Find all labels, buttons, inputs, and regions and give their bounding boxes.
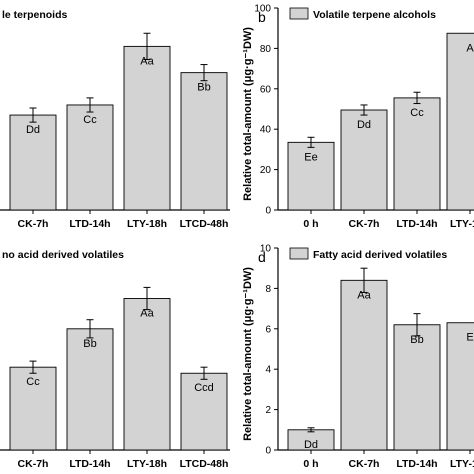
bar — [340, 279, 388, 451]
significance-label: Dd — [357, 119, 371, 131]
y-tick-label: 2 — [265, 405, 271, 416]
significance-label: Dd — [304, 439, 318, 451]
y-tick-label: 40 — [260, 125, 272, 136]
bar — [66, 328, 114, 451]
legend-label: le terpenoids — [2, 9, 68, 21]
bar — [446, 32, 474, 211]
significance-label: Cc — [410, 107, 424, 119]
bar — [287, 141, 335, 211]
y-tick-label: 8 — [265, 284, 271, 295]
y-tick-label: 6 — [265, 324, 271, 335]
significance-label: Bb — [83, 338, 96, 350]
x-tick-label: LTD-14h — [69, 458, 110, 470]
y-tick-label: 80 — [260, 44, 272, 55]
significance-label: Dd — [26, 124, 40, 136]
bar — [9, 366, 57, 451]
panel-label: b — [258, 9, 266, 25]
legend-label: Volatile terpene alcohols — [313, 9, 436, 21]
significance-label: A — [466, 42, 474, 54]
significance-label: Bb — [410, 334, 423, 346]
x-tick-label: 0 h — [303, 458, 318, 470]
y-tick-label: 0 — [265, 206, 271, 217]
significance-label: Ee — [304, 151, 317, 163]
y-tick-label: 4 — [265, 365, 271, 376]
x-tick-label: 0 h — [303, 218, 318, 230]
x-tick-label: CK-7h — [349, 218, 380, 230]
legend-swatch — [289, 7, 309, 20]
legend-label: no acid derived volatiles — [2, 249, 124, 261]
significance-label: Cc — [83, 114, 97, 126]
x-tick-label: LTD-14h — [396, 458, 437, 470]
legend-label: Fatty acid derived volatiles — [313, 249, 447, 261]
x-tick-label: LTCD-48h — [180, 458, 229, 470]
x-tick-label: LTY-18h — [450, 218, 474, 230]
bar — [180, 372, 228, 451]
bar — [123, 298, 171, 451]
significance-label: E — [466, 332, 473, 344]
bar — [123, 45, 171, 211]
y-tick-label: 60 — [260, 84, 272, 95]
significance-label: Aa — [140, 308, 154, 320]
significance-label: Aa — [140, 55, 154, 67]
y-tick-label: 20 — [260, 165, 272, 176]
x-tick-label: CK-7h — [18, 458, 49, 470]
x-tick-label: LTY-18h — [450, 458, 474, 470]
x-tick-label: CK-7h — [349, 458, 380, 470]
y-tick-label: 100 — [254, 4, 271, 15]
x-tick-label: LTY-18h — [127, 218, 167, 230]
y-tick-label: 0 — [265, 446, 271, 457]
y-tick-label: 10 — [260, 244, 272, 255]
bar — [393, 97, 441, 211]
y-axis-label: Relative total-amount (μg·g⁻¹DW) — [242, 27, 254, 201]
legend-swatch — [289, 247, 309, 260]
y-axis-label: Relative total-amount (μg·g⁻¹DW) — [242, 267, 254, 441]
panel-label: d — [258, 249, 266, 265]
x-tick-label: LTD-14h — [69, 218, 110, 230]
significance-label: Ccd — [194, 382, 214, 394]
significance-label: Cc — [26, 376, 40, 388]
x-tick-label: CK-7h — [18, 218, 49, 230]
bar — [446, 322, 474, 451]
x-tick-label: LTY-18h — [127, 458, 167, 470]
x-tick-label: LTD-14h — [396, 218, 437, 230]
significance-label: Aa — [357, 289, 371, 301]
x-tick-label: LTCD-48h — [180, 218, 229, 230]
bar — [180, 72, 228, 211]
significance-label: Bb — [197, 82, 210, 94]
bar — [393, 324, 441, 451]
